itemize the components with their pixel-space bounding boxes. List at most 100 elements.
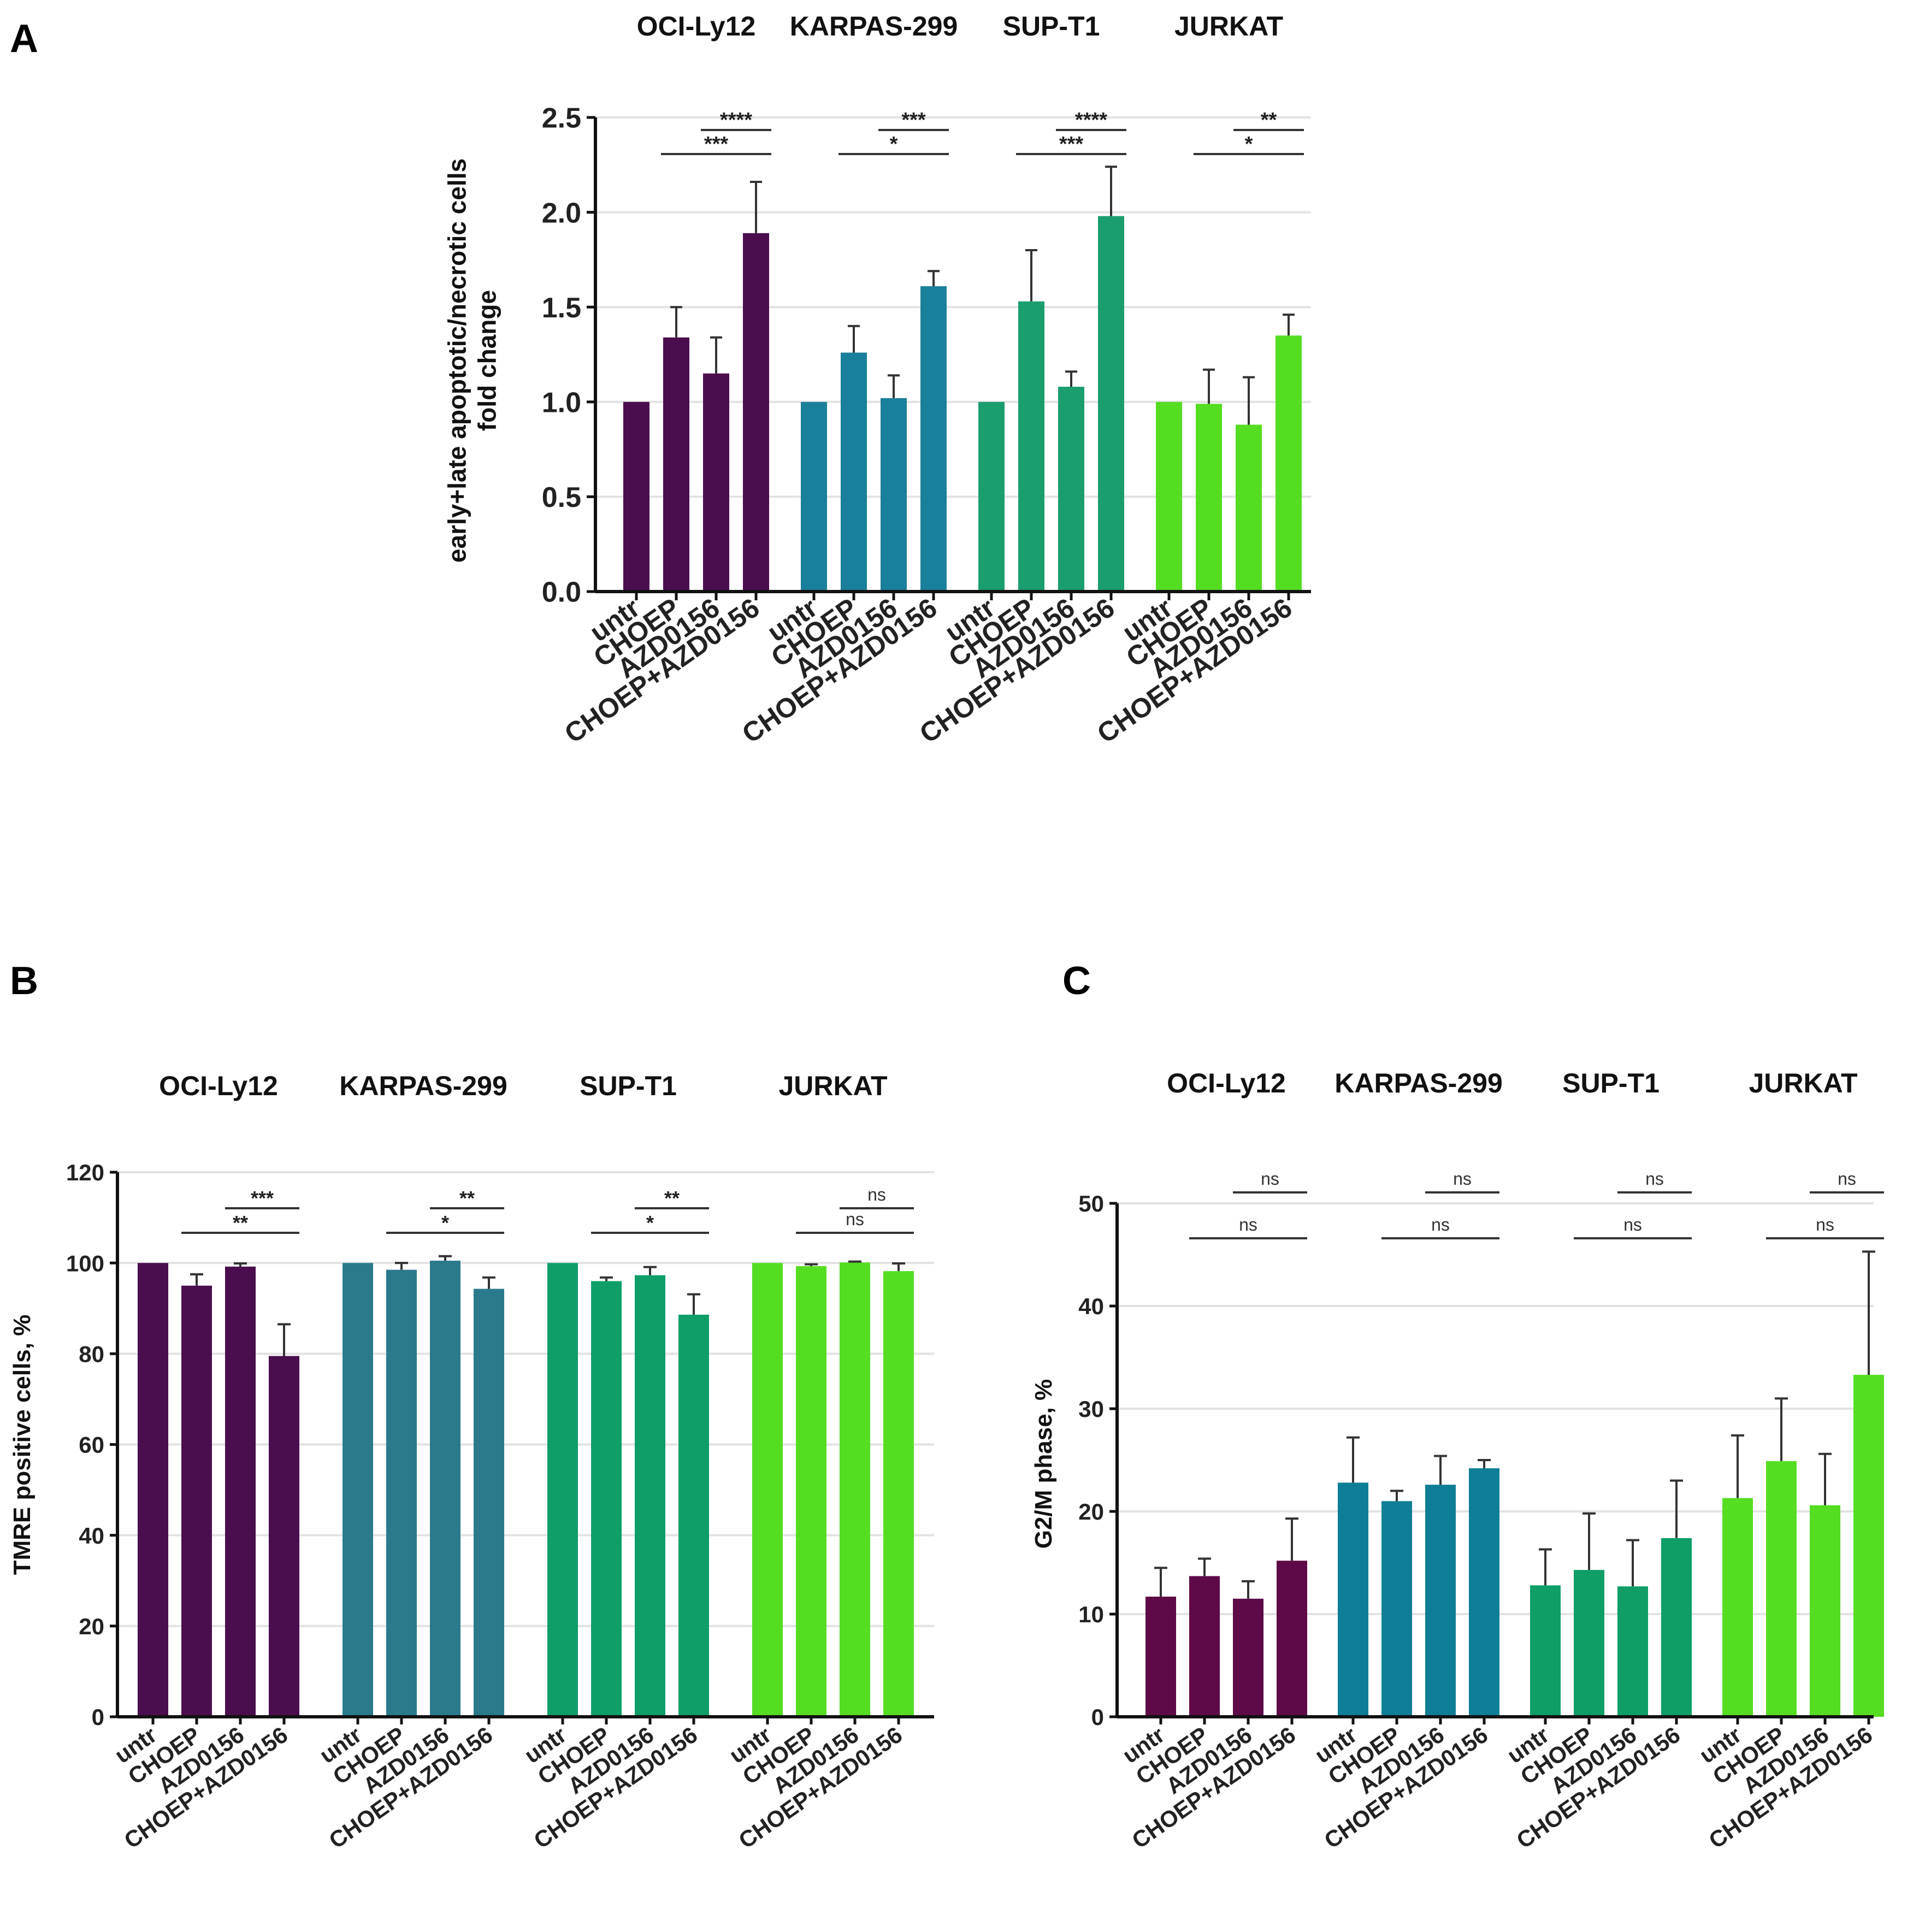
bar (663, 337, 689, 592)
group-title: SUP-T1 (1562, 1068, 1660, 1098)
bar (1189, 1576, 1220, 1717)
y-axis-title: fold change (473, 290, 501, 431)
bar (1617, 1586, 1648, 1717)
bar (752, 1263, 783, 1717)
y-tick-label: 20 (1078, 1499, 1104, 1525)
significance-label: *** (901, 109, 926, 132)
bar (474, 1289, 504, 1717)
bar (1233, 1598, 1263, 1717)
bar (1766, 1461, 1797, 1717)
y-tick-label: 80 (79, 1341, 104, 1367)
bar (1381, 1501, 1412, 1717)
y-tick-label: 1.0 (542, 387, 581, 419)
bar (343, 1263, 373, 1717)
bar (678, 1314, 709, 1717)
significance-label: * (1245, 133, 1253, 156)
bar (1574, 1570, 1604, 1717)
group-title: KARPAS-299 (790, 11, 958, 42)
bar (430, 1261, 460, 1717)
significance-label: **** (720, 109, 752, 132)
significance-label: *** (704, 133, 729, 156)
group-title: SUP-T1 (1003, 11, 1100, 42)
bar (1156, 401, 1182, 592)
bar (743, 233, 769, 592)
significance-label: ** (1261, 109, 1277, 132)
bar (840, 1262, 870, 1717)
bar (841, 352, 867, 592)
significance-label: * (441, 1212, 449, 1234)
bar (796, 1266, 826, 1717)
bar (978, 401, 1005, 592)
y-tick-label: 10 (1078, 1602, 1104, 1627)
bar (1425, 1485, 1456, 1717)
significance-label: ns (1239, 1215, 1257, 1234)
significance-label: **** (1075, 109, 1107, 132)
bar (635, 1275, 665, 1717)
group-title: OCI-Ly12 (637, 11, 756, 42)
bar (1338, 1482, 1368, 1717)
panel-letter-b: B (10, 959, 38, 1003)
y-tick-label: 1.5 (542, 292, 581, 324)
significance-label: ns (1261, 1169, 1279, 1189)
y-tick-label: 0 (92, 1704, 104, 1730)
significance-label: ns (867, 1185, 886, 1204)
bar (386, 1269, 417, 1717)
group-title: OCI-Ly12 (1167, 1068, 1286, 1098)
y-tick-label: 60 (79, 1432, 104, 1458)
significance-label: ns (1816, 1215, 1834, 1234)
significance-label: ns (1838, 1169, 1856, 1189)
y-tick-label: 40 (1078, 1293, 1104, 1319)
significance-label: ns (1431, 1215, 1450, 1234)
y-tick-label: 20 (79, 1614, 104, 1639)
bar (1018, 301, 1044, 592)
bar (1196, 404, 1222, 592)
group-title: JURKAT (778, 1071, 887, 1101)
significance-label: ** (664, 1187, 680, 1209)
bar (1810, 1505, 1840, 1717)
bar (703, 373, 729, 592)
significance-label: ** (459, 1187, 475, 1209)
significance-label: *** (1059, 133, 1084, 156)
bar (1469, 1468, 1499, 1717)
y-tick-label: 120 (66, 1160, 104, 1185)
bar (920, 286, 947, 592)
y-tick-label: 50 (1078, 1191, 1104, 1216)
group-title: KARPAS-299 (339, 1071, 507, 1101)
group-title: OCI-Ly12 (159, 1071, 278, 1101)
bar (225, 1266, 256, 1717)
group-title: KARPAS-299 (1334, 1068, 1503, 1098)
bar (881, 398, 907, 592)
bar (1098, 216, 1124, 592)
bar (1058, 387, 1084, 592)
bar (883, 1271, 914, 1717)
bar (181, 1285, 212, 1717)
bar (1530, 1585, 1561, 1717)
y-tick-label: 40 (79, 1523, 104, 1549)
bar (623, 401, 649, 592)
panel-letter-a: A (10, 17, 38, 61)
bar (1236, 424, 1262, 592)
bar (801, 401, 827, 592)
significance-label: ns (846, 1209, 864, 1229)
significance-label: * (646, 1212, 654, 1234)
bar (591, 1281, 622, 1717)
bar (1277, 1561, 1307, 1717)
bar (1661, 1538, 1692, 1717)
bar (1722, 1498, 1753, 1717)
y-axis-title: TMRE positive cells, % (9, 1315, 36, 1575)
bar (1276, 335, 1302, 592)
y-tick-label: 0.0 (542, 577, 581, 608)
group-title: SUP-T1 (580, 1071, 677, 1101)
significance-label: ns (1453, 1169, 1472, 1189)
significance-label: * (890, 133, 898, 156)
bar (1145, 1597, 1176, 1717)
bar (1853, 1374, 1884, 1717)
bar (138, 1263, 168, 1717)
y-axis-title: G2/M phase, % (1030, 1379, 1057, 1549)
y-tick-label: 30 (1078, 1396, 1104, 1422)
y-tick-label: 0 (1091, 1704, 1104, 1730)
group-title: JURKAT (1749, 1068, 1857, 1098)
significance-label: ns (1645, 1169, 1664, 1189)
y-tick-label: 0.5 (542, 482, 581, 513)
